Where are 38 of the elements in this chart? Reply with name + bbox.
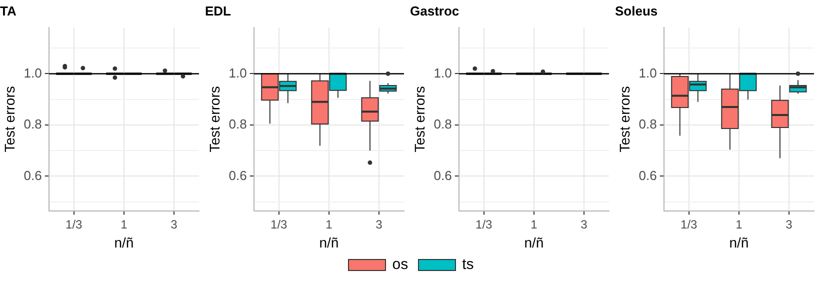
x-tick-label: 1/3 — [66, 217, 83, 232]
x-axis-title: n/ñ — [524, 234, 544, 250]
y-axis-title: Test errors — [1, 86, 18, 152]
y-tick-label: 0.6 — [638, 168, 657, 183]
x-tick-label: 1 — [736, 217, 743, 232]
chart-title: Soleus — [615, 3, 658, 18]
x-axis-title: n/ñ — [114, 234, 134, 250]
y-tick-label: 0.8 — [638, 116, 657, 132]
x-tick-label: 3 — [170, 217, 178, 232]
y-tick-label: 0.6 — [434, 168, 452, 183]
x-tick-label: 1/3 — [680, 217, 698, 232]
y-tick-label: 0.6 — [228, 168, 247, 183]
y-tick-label: 1.0 — [434, 65, 452, 80]
x-tick-label: 3 — [786, 217, 793, 232]
x-tick-label: 3 — [580, 217, 588, 232]
x-axis-title: n/ñ — [319, 234, 339, 250]
x-tick-label: 1 — [326, 217, 333, 232]
y-tick-label: 0.8 — [24, 116, 42, 132]
x-tick-label: 3 — [376, 217, 383, 232]
y-tick-label: 0.8 — [434, 116, 452, 132]
x-tick-label: 1 — [120, 217, 128, 232]
y-axis-title: Test errors — [206, 86, 222, 152]
y-axis-title: Test errors — [616, 86, 632, 152]
x-tick-label: 1 — [530, 217, 538, 232]
y-tick-label: 1.0 — [638, 65, 657, 80]
chart-title: TA — [0, 3, 17, 18]
y-tick-label: 0.6 — [24, 168, 42, 183]
chart-title: Gastroc — [410, 3, 460, 18]
y-tick-label: 1.0 — [228, 65, 247, 80]
legend-label: ts — [462, 256, 474, 273]
x-tick-label: 1/3 — [476, 217, 493, 232]
y-tick-label: 1.0 — [24, 65, 42, 80]
x-tick-label: 1/3 — [270, 217, 288, 232]
chart-title: EDL — [205, 3, 232, 18]
y-axis-title: Test errors — [411, 86, 428, 152]
legend-label: os — [392, 256, 408, 273]
y-tick-label: 0.8 — [228, 116, 247, 132]
x-axis-title: n/ñ — [729, 234, 749, 250]
